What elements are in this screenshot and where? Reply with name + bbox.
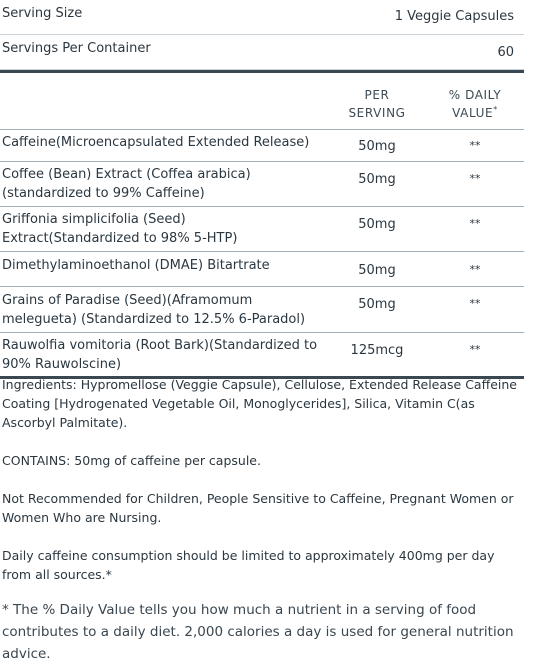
ingredient-daily-value: ** bbox=[469, 172, 481, 185]
servings-per-container-row: Servings Per Container 60 bbox=[0, 35, 524, 70]
servings-per-container-label: Servings Per Container bbox=[2, 41, 151, 56]
not-recommended-text: Not Recommended for Children, People Sen… bbox=[2, 491, 514, 525]
ingredient-amount: 50mg bbox=[358, 217, 396, 232]
servings-per-container-value: 60 bbox=[497, 45, 514, 60]
ingredient-amount: 50mg bbox=[358, 263, 396, 278]
table-row: Rauwolfia vomitoria (Root Bark)(Standard… bbox=[0, 333, 524, 376]
ingredient-amount: 50mg bbox=[358, 139, 396, 154]
per-serving-header-line1: PER bbox=[364, 88, 390, 102]
ingredient-name: Grains of Paradise (Seed)(Aframomum mele… bbox=[2, 293, 306, 327]
table-row: Caffeine(Microencapsulated Extended Rele… bbox=[0, 130, 524, 162]
table-row: Grains of Paradise (Seed)(Aframomum mele… bbox=[0, 287, 524, 333]
ingredient-amount: 50mg bbox=[358, 172, 396, 187]
serving-size-row: Serving Size 1 Veggie Capsules bbox=[0, 0, 524, 35]
ingredient-daily-value: ** bbox=[469, 297, 481, 310]
contains-text: CONTAINS: 50mg of caffeine per capsule. bbox=[2, 453, 261, 468]
serving-size-value: 1 Veggie Capsules bbox=[394, 9, 514, 24]
daily-limit-text: Daily caffeine consumption should be lim… bbox=[2, 548, 495, 582]
ingredient-amount: 125mcg bbox=[350, 343, 404, 358]
daily-value-header-line1: % DAILY bbox=[448, 88, 502, 102]
ingredient-daily-value: ** bbox=[469, 139, 481, 152]
table-row: Griffonia simplicifolia (Seed) Extract(S… bbox=[0, 207, 524, 252]
ingredient-daily-value: ** bbox=[469, 217, 481, 230]
ingredient-daily-value: ** bbox=[469, 343, 481, 356]
ingredient-name: Rauwolfia vomitoria (Root Bark)(Standard… bbox=[2, 338, 318, 372]
ingredients-text: Ingredients: Hypromellose (Veggie Capsul… bbox=[2, 377, 517, 430]
supplement-facts-panel: Serving Size 1 Veggie Capsules Servings … bbox=[0, 0, 524, 379]
daily-value-header-line2: VALUE* bbox=[430, 104, 520, 122]
daily-value-footnote: * The % Daily Value tells you how much a… bbox=[2, 602, 514, 662]
table-header: PER SERVING % DAILY VALUE* bbox=[0, 73, 524, 130]
thick-divider bbox=[0, 70, 524, 73]
per-serving-header-line2: SERVING bbox=[348, 106, 406, 120]
daily-value-header: % DAILY VALUE* bbox=[430, 86, 520, 122]
ingredient-amount: 50mg bbox=[358, 297, 396, 312]
table-row: Dimethylaminoethanol (DMAE) Bitartrate 5… bbox=[0, 252, 524, 287]
ingredient-name: Griffonia simplicifolia (Seed) Extract(S… bbox=[2, 212, 238, 246]
ingredient-daily-value: ** bbox=[469, 263, 481, 276]
daily-value-header-word: VALUE bbox=[452, 106, 494, 120]
serving-size-label: Serving Size bbox=[2, 6, 83, 21]
table-row: Coffee (Bean) Extract (Coffea arabica) (… bbox=[0, 162, 524, 207]
ingredient-name: Coffee (Bean) Extract (Coffea arabica) (… bbox=[2, 167, 251, 201]
thick-divider-bottom bbox=[0, 376, 524, 379]
ingredient-name: Caffeine(Microencapsulated Extended Rele… bbox=[2, 135, 310, 150]
daily-value-asterisk: * bbox=[493, 105, 498, 114]
ingredient-name: Dimethylaminoethanol (DMAE) Bitartrate bbox=[2, 258, 270, 273]
per-serving-header: PER SERVING bbox=[336, 86, 418, 122]
